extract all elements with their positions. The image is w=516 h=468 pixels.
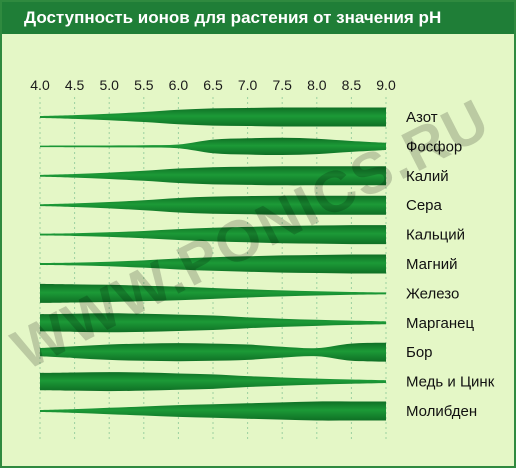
x-tick-label: 7.5 (272, 77, 292, 93)
availability-band (40, 401, 386, 421)
x-tick-label: 8.0 (307, 77, 327, 93)
availability-band (40, 372, 386, 392)
x-tick-label: 6.0 (169, 77, 189, 93)
availability-band (40, 342, 386, 362)
ion-labels: Азот Фосфор Калий Сера Кальций Магний Железо Ма… (406, 109, 495, 420)
availability-band (40, 166, 386, 186)
availability-band (40, 137, 386, 156)
x-tick-label: 5.5 (134, 77, 154, 93)
ion-label: Фосфор (406, 138, 462, 155)
availability-bands (40, 107, 386, 421)
ion-label: Сера (406, 197, 443, 214)
ion-label: Железо (406, 285, 459, 302)
ion-label: Бор (406, 344, 433, 361)
ion-label: Медь и Цинк (406, 374, 495, 391)
availability-band (40, 195, 386, 215)
ion-label: Марганец (406, 315, 474, 332)
availability-band (40, 254, 386, 274)
x-tick-label: 5.0 (99, 77, 119, 93)
availability-band (40, 313, 386, 333)
x-tick-label: 4.5 (65, 77, 85, 93)
availability-band (40, 107, 386, 127)
x-tick-label: 4.0 (30, 77, 50, 93)
ion-label: Калий (406, 168, 449, 185)
x-tick-label: 7.0 (238, 77, 258, 93)
x-tick-label: 8.5 (342, 77, 362, 93)
availability-band (40, 283, 386, 303)
chart-title: Доступность ионов для растения от значен… (2, 2, 514, 34)
ion-label: Молибден (406, 403, 477, 420)
ion-label: Азот (406, 109, 438, 126)
x-tick-label: 9.0 (376, 77, 396, 93)
availability-band (40, 225, 386, 245)
x-tick-label: 6.5 (203, 77, 223, 93)
ion-label: Магний (406, 256, 458, 273)
ion-label: Кальций (406, 227, 465, 244)
x-tick-labels: 4.0 4.5 5.0 5.5 6.0 6.5 7.0 7.5 8.0 8.5 9.0 (30, 77, 396, 93)
